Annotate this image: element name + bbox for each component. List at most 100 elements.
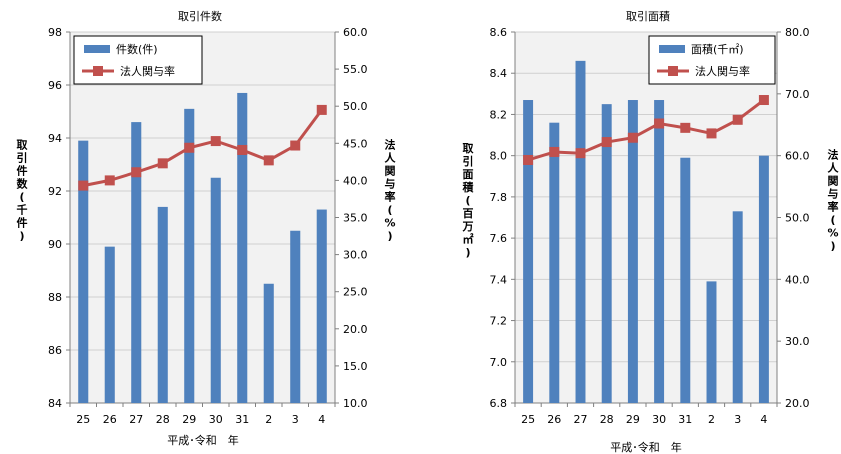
y2-tick-label: 55.0 bbox=[343, 63, 368, 76]
line-point bbox=[549, 146, 560, 157]
y-axis-label: 取引面積(百万㎡) bbox=[462, 142, 475, 259]
y-tick-label: 6.8 bbox=[490, 397, 508, 410]
y2-tick-label: 15.0 bbox=[343, 360, 368, 373]
legend-line-marker bbox=[93, 66, 103, 76]
bar bbox=[78, 140, 89, 403]
line-point bbox=[732, 114, 743, 125]
line-point bbox=[575, 148, 586, 159]
y2-tick-label: 10.0 bbox=[343, 397, 368, 410]
x-tick-label: 30 bbox=[209, 413, 223, 426]
line-point bbox=[654, 118, 665, 129]
legend-line-label: 法人関与率 bbox=[695, 64, 750, 78]
line-point bbox=[210, 136, 221, 147]
x-tick-label: 3 bbox=[734, 413, 741, 426]
line-point bbox=[290, 140, 301, 151]
y-tick-label: 84 bbox=[48, 397, 62, 410]
legend-line-label: 法人関与率 bbox=[120, 64, 175, 78]
x-axis-label: 平成･令和 年 bbox=[167, 433, 239, 447]
bar bbox=[523, 100, 534, 404]
line-point bbox=[131, 167, 142, 178]
x-tick-label: 4 bbox=[760, 413, 767, 426]
line-series bbox=[527, 98, 765, 162]
y2-axis-label: 法人関与率(%) bbox=[384, 138, 396, 243]
y-tick-label: 8.4 bbox=[490, 67, 508, 80]
y-tick-label: 7.6 bbox=[490, 232, 508, 245]
bar bbox=[732, 211, 743, 403]
legend: 件数(件) 法人関与率 bbox=[73, 35, 203, 85]
y-tick-label: 8.6 bbox=[490, 26, 508, 39]
legend-bar-label: 件数(件) bbox=[116, 43, 158, 56]
y2-tick-label: 20.0 bbox=[785, 397, 810, 410]
y-tick-label: 7.2 bbox=[490, 315, 508, 328]
x-tick-label: 26 bbox=[547, 413, 561, 426]
x-tick-label: 27 bbox=[129, 413, 143, 426]
x-tick-label: 31 bbox=[678, 413, 692, 426]
bar bbox=[290, 230, 301, 403]
line-point bbox=[237, 144, 248, 155]
y2-tick-label: 60.0 bbox=[343, 26, 368, 39]
bar bbox=[654, 100, 665, 404]
line-point bbox=[680, 122, 691, 133]
bar bbox=[758, 155, 769, 403]
x-tick-label: 29 bbox=[626, 413, 640, 426]
y-tick-label: 90 bbox=[48, 238, 62, 251]
y2-tick-label: 25.0 bbox=[343, 286, 368, 299]
y-tick-label: 8.0 bbox=[490, 150, 508, 163]
line-point bbox=[523, 154, 534, 165]
bar bbox=[263, 283, 274, 403]
y2-tick-label: 70.0 bbox=[785, 88, 810, 101]
y2-axis-label: 法人関与率(%) bbox=[827, 148, 839, 253]
line-point bbox=[263, 155, 274, 166]
y2-tick-label: 50.0 bbox=[785, 212, 810, 225]
line-point bbox=[627, 132, 638, 143]
bar bbox=[575, 60, 586, 403]
bar bbox=[680, 157, 691, 403]
legend-bar-swatch bbox=[659, 45, 685, 53]
line-point bbox=[157, 158, 168, 169]
line-point bbox=[104, 175, 115, 186]
bar bbox=[627, 100, 638, 404]
line-series bbox=[82, 109, 323, 188]
x-tick-label: 28 bbox=[156, 413, 170, 426]
y-tick-label: 94 bbox=[48, 132, 62, 145]
y-tick-label: 98 bbox=[48, 26, 62, 39]
y2-tick-label: 50.0 bbox=[343, 100, 368, 113]
y-axis-label: 取引件数(千件) bbox=[17, 139, 29, 243]
x-tick-label: 27 bbox=[574, 413, 588, 426]
bar bbox=[706, 281, 717, 403]
bar bbox=[157, 206, 168, 403]
x-tick-label: 28 bbox=[600, 413, 614, 426]
x-tick-label: 4 bbox=[318, 413, 325, 426]
legend-bar-swatch bbox=[84, 45, 110, 53]
chart-1: 取引件数 84 86 88 90 92 94 96 98 10.0 15.0 20.0 25.0 30.0… bbox=[17, 9, 397, 447]
y-tick-label: 88 bbox=[48, 291, 62, 304]
bar bbox=[237, 92, 248, 403]
x-tick-label: 2 bbox=[265, 413, 272, 426]
bar bbox=[184, 108, 195, 403]
x-tick-label: 26 bbox=[103, 413, 117, 426]
y-tick-label: 96 bbox=[48, 79, 62, 92]
bar bbox=[549, 122, 560, 403]
bar bbox=[104, 246, 115, 403]
y-tick-label: 7.4 bbox=[490, 273, 508, 286]
y-tick-label: 7.0 bbox=[490, 356, 508, 369]
line-point bbox=[601, 137, 612, 148]
chart-title: 取引件数 bbox=[178, 9, 222, 23]
y-tick-label: 86 bbox=[48, 344, 62, 357]
line-point bbox=[758, 95, 769, 106]
bar bbox=[601, 104, 612, 403]
y2-tick-label: 40.0 bbox=[343, 174, 368, 187]
bar bbox=[316, 209, 327, 403]
line-point bbox=[78, 180, 89, 191]
y2-tick-label: 60.0 bbox=[785, 150, 810, 163]
x-axis-label: 平成･令和 年 bbox=[610, 440, 682, 454]
line-point bbox=[316, 104, 327, 115]
y-tick-label: 92 bbox=[48, 185, 62, 198]
y2-tick-label: 30.0 bbox=[343, 249, 368, 262]
line-point bbox=[706, 128, 717, 139]
y-tick-label: 7.8 bbox=[490, 191, 508, 204]
y2-tick-label: 80.0 bbox=[785, 26, 810, 39]
x-tick-label: 31 bbox=[235, 413, 249, 426]
y2-tick-label: 20.0 bbox=[343, 323, 368, 336]
